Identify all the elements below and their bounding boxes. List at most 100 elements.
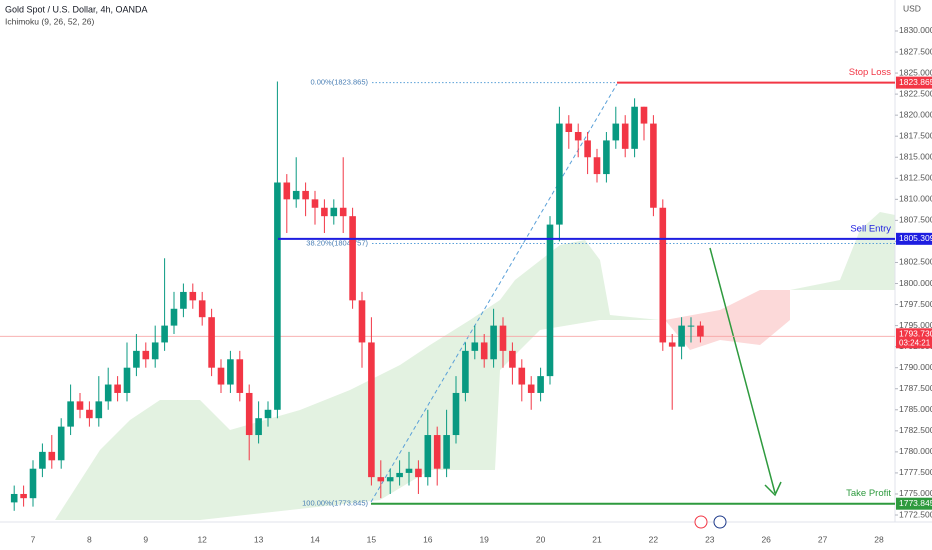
candle-body [424,435,432,478]
x-tick-label: 16 [423,534,433,544]
candle-body [462,350,469,393]
y-tick-label: 1815.000 [899,151,932,161]
candle-body [48,451,56,461]
level-name: Stop Loss [849,67,891,78]
candle-body [29,468,37,499]
candle-body [67,401,74,427]
level-badge [896,232,932,245]
level-badge [896,76,932,89]
candle-body [386,477,394,482]
y-tick-label: 1802.500 [899,257,932,267]
candle-body [668,342,676,347]
y-tick-label: 1787.500 [899,383,932,393]
candle-body [443,435,450,469]
candle-body [151,342,159,360]
candle-body [142,350,150,360]
candle-body [452,392,460,436]
event-icon[interactable] [713,515,727,529]
candle-body [368,342,375,478]
candle-body [255,418,262,436]
candle-body [358,300,366,343]
candle-body [678,325,685,347]
x-tick-label: 28 [874,534,884,544]
x-tick-label: 20 [536,534,546,544]
candle-body [659,207,667,343]
y-tick-label: 1795.000 [899,320,932,330]
event-icon[interactable] [694,515,708,529]
candle-body [292,190,300,200]
candle-body [640,106,648,124]
candle-body [546,224,554,377]
x-tick-label: 12 [197,534,207,544]
candle-body [537,376,544,393]
candle-body [574,131,582,141]
candle-body [377,477,385,482]
candle-body [499,325,507,351]
candle-body [180,291,187,309]
candle-body [264,409,272,419]
candle-body [311,199,319,208]
y-tick-label: 1810.000 [899,194,932,204]
candle-body [697,325,704,337]
candle-body [509,350,516,368]
candle-body [170,308,178,326]
y-tick-label: 1780.000 [899,446,932,456]
cloud-green [790,212,895,290]
candle-body [123,367,131,393]
level-name: Sell Entry [850,223,891,234]
fib-label: 100.00%(1773.845) [302,499,368,508]
candle-body [415,468,422,478]
candle-body [39,451,46,469]
fib-label: 38.20%(1804.757) [306,238,368,247]
candle-body [208,317,215,368]
candle-body [114,384,121,393]
candle-body [349,216,356,301]
candle-body [631,106,638,149]
y-tick-label: 1777.500 [899,467,932,477]
candle-body [471,342,479,351]
last-price-badge [896,328,932,349]
candle-body [274,182,281,410]
candle-body [556,123,563,225]
level-name: Take Profit [846,488,891,499]
candle-body [133,350,140,368]
candle-body [302,190,309,200]
candle-body [283,182,291,200]
candle-body [321,207,328,217]
cloud-red [665,290,790,350]
level-price: 1823.865 [899,77,932,87]
y-tick-label: 1825.000 [899,67,932,77]
candle-body [621,123,629,149]
candle-body [161,325,168,343]
x-tick-label: 7 [31,534,36,544]
x-tick-label: 27 [818,534,828,544]
y-tick-label: 1812.500 [899,173,932,183]
candle-body [57,426,65,461]
candle-body [245,392,253,436]
candle-body [593,157,601,175]
candle-body [480,342,488,360]
candle-body [236,359,244,393]
candle-body [217,367,225,385]
fib-label: 0.00%(1823.865) [310,78,368,87]
currency-label: USD [903,3,921,13]
x-tick-label: 15 [367,534,377,544]
candle-body [433,435,441,469]
candles [10,81,704,511]
y-tick-label: 1800.000 [899,278,932,288]
countdown: 03:24:21 [899,338,931,347]
candle-body [339,207,347,217]
cloud-green [55,240,660,520]
candle-body [490,325,497,360]
ichimoku-cloud [55,212,895,520]
arrow-head [764,481,782,497]
candle-body [104,384,112,402]
y-tick-label: 1790.000 [899,362,932,372]
projection-arrow [709,247,776,494]
y-tick-label: 1817.500 [899,130,932,140]
chart-title: Gold Spot / U.S. Dollar, 4h, OANDA [5,4,148,14]
y-tick-label: 1830.000 [899,25,932,35]
candle-body [76,401,84,410]
candle-body [612,123,620,141]
